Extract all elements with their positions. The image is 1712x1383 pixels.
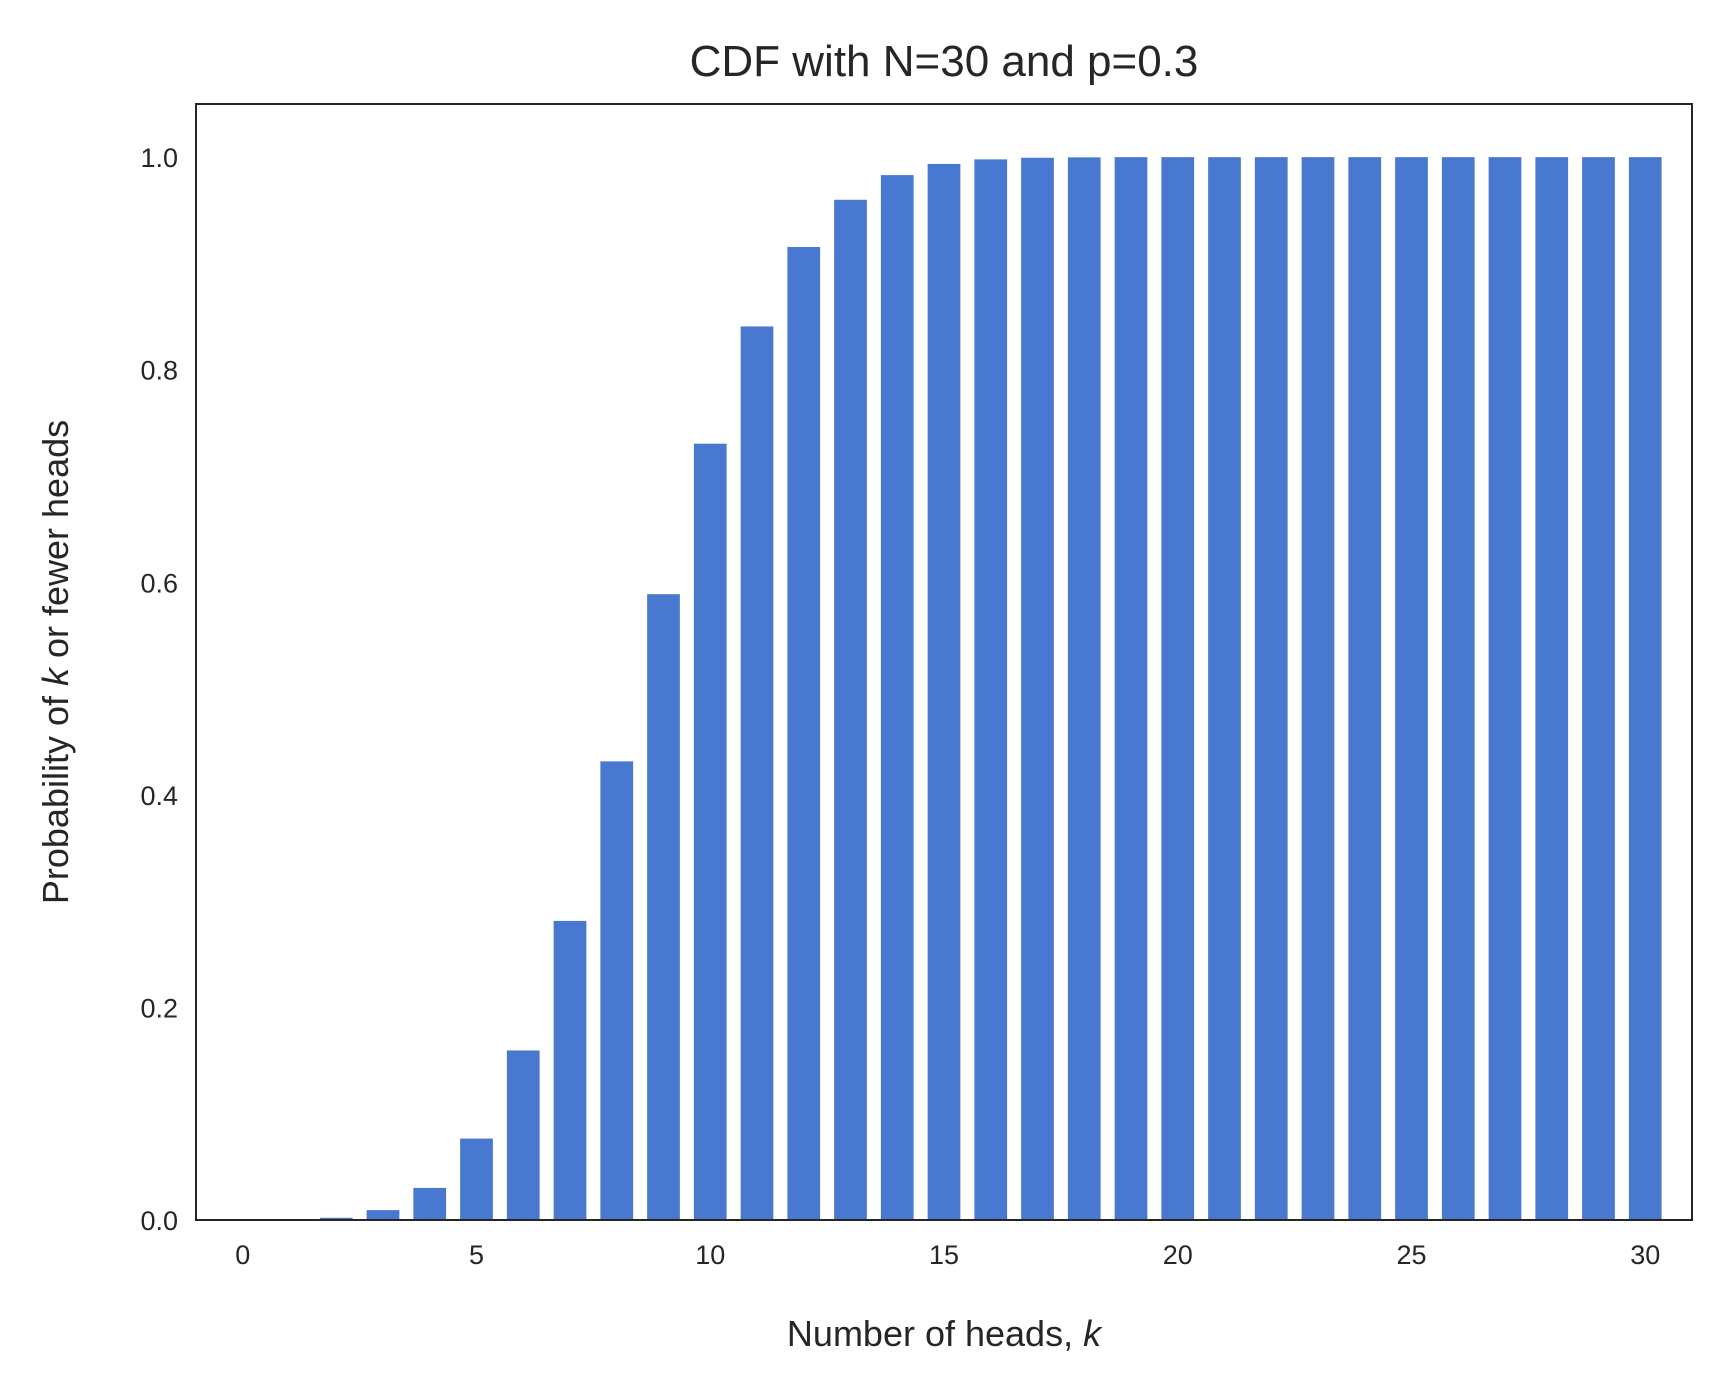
y-tick-label: 1.0 xyxy=(140,143,178,173)
bar-k-22 xyxy=(1254,157,1288,1221)
bar-k-3 xyxy=(366,1210,400,1220)
x-tick-label: 30 xyxy=(1630,1240,1660,1270)
x-axis-label-prefix: Number of heads, xyxy=(787,1313,1083,1354)
bar-k-7 xyxy=(553,920,587,1220)
x-tick-label: 15 xyxy=(929,1240,959,1270)
bar-k-15 xyxy=(927,163,961,1220)
bar-k-13 xyxy=(834,199,867,1220)
bar-k-25 xyxy=(1395,157,1428,1221)
bar-k-18 xyxy=(1067,157,1101,1220)
bar-k-24 xyxy=(1348,157,1382,1221)
bar-k-6 xyxy=(506,1050,540,1220)
y-tick-label: 0.2 xyxy=(140,993,178,1023)
y-axis-label-prefix: Probability of xyxy=(35,686,76,904)
bar-k-28 xyxy=(1535,157,1569,1221)
x-axis-label-var: k xyxy=(1083,1313,1103,1354)
bar-k-20 xyxy=(1161,157,1195,1221)
bar-k-21 xyxy=(1208,157,1241,1221)
bar-k-30 xyxy=(1628,157,1662,1221)
bar-k-29 xyxy=(1582,157,1615,1221)
y-tick-label: 0.4 xyxy=(140,781,178,811)
bar-k-10 xyxy=(693,443,727,1220)
chart-title: CDF with N=30 and p=0.3 xyxy=(690,37,1199,86)
bar-k-11 xyxy=(740,326,774,1220)
bar-k-12 xyxy=(787,246,821,1220)
x-tick-labels: 0 5 10 15 20 25 30 xyxy=(235,1240,1660,1270)
x-axis-label: Number of heads, k xyxy=(787,1313,1103,1354)
bar-k-17 xyxy=(1021,157,1054,1221)
y-axis-label-suffix: or fewer heads xyxy=(35,420,76,668)
y-tick-label: 0.0 xyxy=(140,1206,178,1236)
y-tick-labels: 0.0 0.2 0.4 0.6 0.8 1.0 xyxy=(140,143,178,1236)
bar-k-2 xyxy=(319,1217,353,1220)
x-tick-label: 5 xyxy=(469,1240,484,1270)
bar-k-19 xyxy=(1114,157,1148,1221)
y-tick-label: 0.6 xyxy=(140,568,178,598)
x-tick-label: 25 xyxy=(1396,1240,1426,1270)
bar-k-23 xyxy=(1301,157,1335,1221)
y-axis-label-var: k xyxy=(35,666,76,686)
bar-k-4 xyxy=(413,1187,447,1220)
bar-k-8 xyxy=(600,761,634,1220)
bar-k-26 xyxy=(1441,157,1475,1221)
bars-group xyxy=(273,157,1662,1221)
bar-k-27 xyxy=(1488,157,1522,1221)
bar-k-9 xyxy=(647,594,680,1220)
x-tick-label: 10 xyxy=(695,1240,725,1270)
y-axis-label: Probability of k or fewer heads xyxy=(35,420,76,904)
x-tick-label: 0 xyxy=(235,1240,250,1270)
plot-frame xyxy=(195,103,1693,1221)
x-tick-label: 20 xyxy=(1163,1240,1193,1270)
y-tick-label: 0.8 xyxy=(140,356,178,386)
bar-k-5 xyxy=(460,1138,493,1220)
bar-k-16 xyxy=(974,159,1008,1220)
bar-k-14 xyxy=(880,175,914,1221)
